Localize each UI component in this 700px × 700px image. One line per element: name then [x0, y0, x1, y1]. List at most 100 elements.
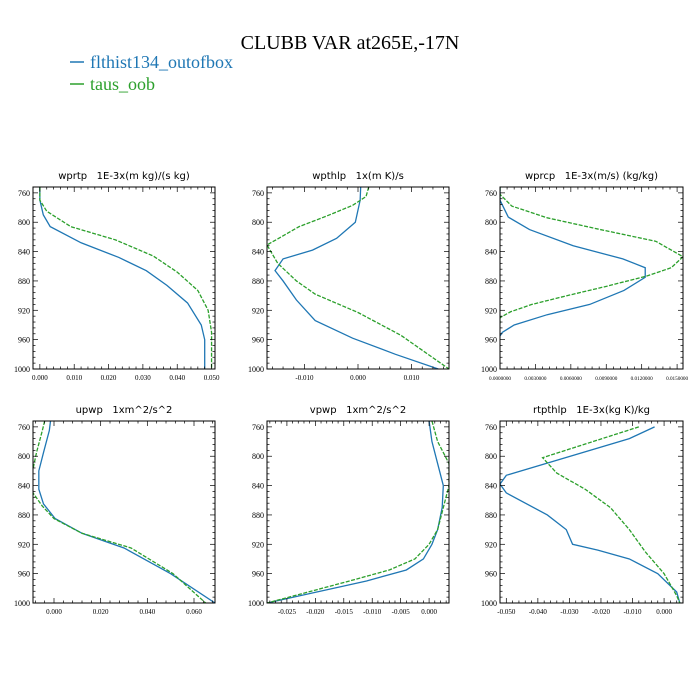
y-tick-label: 880 — [18, 277, 30, 286]
x-tick-label: 0.050 — [204, 374, 220, 382]
x-tick-label: 0.0150000 — [666, 376, 688, 382]
x-tick-label: 0.000 — [421, 608, 437, 616]
y-tick-label: 840 — [18, 248, 30, 257]
y-tick-label: 920 — [485, 306, 497, 315]
x-tick-label: -0.015 — [335, 608, 354, 616]
y-tick-label: 760 — [252, 423, 264, 432]
legend: flthist134_outofbox taus_oob — [70, 52, 233, 94]
x-tick-label: 0.060 — [186, 608, 202, 616]
panel-title: wpthlp 1x(m K)/s — [312, 171, 404, 182]
x-tick-label: -0.020 — [306, 608, 325, 616]
x-tick-label: 0.010 — [66, 374, 82, 382]
x-tick-label: 0.040 — [169, 374, 185, 382]
y-tick-label: 760 — [485, 189, 497, 198]
series-line-flthist134 — [39, 187, 206, 369]
plot-frame — [499, 186, 684, 370]
y-tick-label: 800 — [485, 218, 497, 227]
x-tick-label: 0.0090000 — [595, 376, 617, 382]
x-tick-label: 0.000 — [656, 608, 672, 616]
y-tick-label: 880 — [252, 277, 264, 286]
y-tick-label: 960 — [485, 570, 497, 579]
panel-4: upwp 1xm^2/s^2 760 800 840 880 920 960 1000 0.00… — [14, 405, 216, 616]
y-tick-label: 960 — [252, 336, 264, 345]
y-tick-label: 840 — [485, 482, 497, 491]
x-tick-label: -0.030 — [560, 608, 579, 616]
y-tick-label: 1000 — [481, 365, 497, 374]
y-tick-label: 920 — [252, 306, 264, 315]
figure-title: CLUBB VAR at265E,-17N — [241, 32, 460, 54]
legend-label-flthist134: flthist134_outofbox — [90, 52, 233, 72]
series-line-taus-oob — [33, 421, 207, 603]
plot-frame — [499, 420, 684, 604]
series-line-taus-oob — [267, 187, 449, 369]
y-tick-label: 920 — [18, 540, 30, 549]
series-line-flthist134 — [500, 426, 681, 603]
y-tick-label: 960 — [18, 570, 30, 579]
x-tick-label: 0.0120000 — [631, 376, 653, 382]
plot-frame — [266, 186, 450, 370]
panel-title: vpwp 1xm^2/s^2 — [310, 405, 406, 416]
plot-frame — [32, 420, 216, 604]
x-tick-label: -0.010 — [363, 608, 382, 616]
y-tick-label: 800 — [485, 452, 497, 461]
y-tick-label: 960 — [485, 336, 497, 345]
series-line-taus-oob — [39, 187, 213, 369]
y-tick-label: 800 — [18, 452, 30, 461]
y-tick-label: 920 — [18, 306, 30, 315]
y-tick-label: 760 — [18, 189, 30, 198]
plot-frame — [266, 420, 450, 604]
panel-title: wprcp 1E-3x(m/s) (kg/kg) — [525, 171, 658, 182]
x-tick-label: 0.040 — [139, 608, 155, 616]
x-tick-label: -0.005 — [392, 608, 411, 616]
y-tick-label: 840 — [18, 482, 30, 491]
y-tick-label: 1000 — [14, 599, 30, 608]
y-tick-label: 880 — [485, 277, 497, 286]
x-tick-label: 0.0000000 — [489, 376, 511, 382]
y-tick-label: 920 — [252, 540, 264, 549]
panel-6: rtpthlp 1E-3x(kg K)/kg 760 800 840 880 920 960… — [481, 405, 684, 616]
y-tick-label: 960 — [252, 570, 264, 579]
x-tick-label: 0.000 — [32, 374, 48, 382]
series-line-flthist134 — [38, 421, 215, 603]
x-tick-label: 0.0030000 — [524, 376, 546, 382]
y-tick-label: 800 — [252, 218, 264, 227]
x-tick-label: -0.010 — [623, 608, 642, 616]
x-tick-label: -0.040 — [529, 608, 548, 616]
y-tick-label: 880 — [252, 511, 264, 520]
series-line-taus-oob — [541, 426, 681, 603]
x-tick-label: 0.000 — [46, 608, 62, 616]
x-tick-label: 0.030 — [135, 374, 151, 382]
y-tick-label: 1000 — [481, 599, 497, 608]
x-tick-label: 0.0060000 — [560, 376, 582, 382]
y-tick-label: 840 — [252, 482, 264, 491]
panel-1: wprtp 1E-3x(m kg)/(s kg) 760 800 840 880 920 9… — [14, 171, 220, 382]
series-line-taus-oob — [500, 187, 683, 324]
x-tick-label: 0.020 — [101, 374, 117, 382]
y-tick-label: 880 — [485, 511, 497, 520]
legend-label-taus-oob: taus_oob — [90, 74, 155, 94]
y-tick-label: 1000 — [248, 599, 264, 608]
y-tick-label: 760 — [252, 189, 264, 198]
y-tick-label: 760 — [18, 423, 30, 432]
panel-grid: wprtp 1E-3x(m kg)/(s kg) 760 800 840 880 920 9… — [14, 171, 689, 616]
x-tick-label: 0.000 — [350, 374, 366, 382]
series-line-flthist134 — [500, 187, 646, 337]
x-tick-label: -0.025 — [278, 608, 297, 616]
y-tick-label: 880 — [18, 511, 30, 520]
panel-title: wprtp 1E-3x(m kg)/(s kg) — [58, 171, 190, 182]
y-tick-label: 840 — [485, 248, 497, 257]
series-line-flthist134 — [274, 187, 439, 369]
y-tick-label: 960 — [18, 336, 30, 345]
series-line-taus-oob — [267, 421, 449, 603]
x-tick-label: 0.020 — [93, 608, 109, 616]
plot-frame — [32, 186, 216, 370]
x-tick-label: -0.020 — [592, 608, 611, 616]
x-tick-label: -0.010 — [295, 374, 314, 382]
panel-3: wprcp 1E-3x(m/s) (kg/kg) 760 800 840 880 920 9… — [481, 171, 689, 382]
y-tick-label: 1000 — [248, 365, 264, 374]
y-tick-label: 840 — [252, 248, 264, 257]
x-tick-label: -0.050 — [497, 608, 516, 616]
y-tick-label: 800 — [252, 452, 264, 461]
y-tick-label: 800 — [18, 218, 30, 227]
